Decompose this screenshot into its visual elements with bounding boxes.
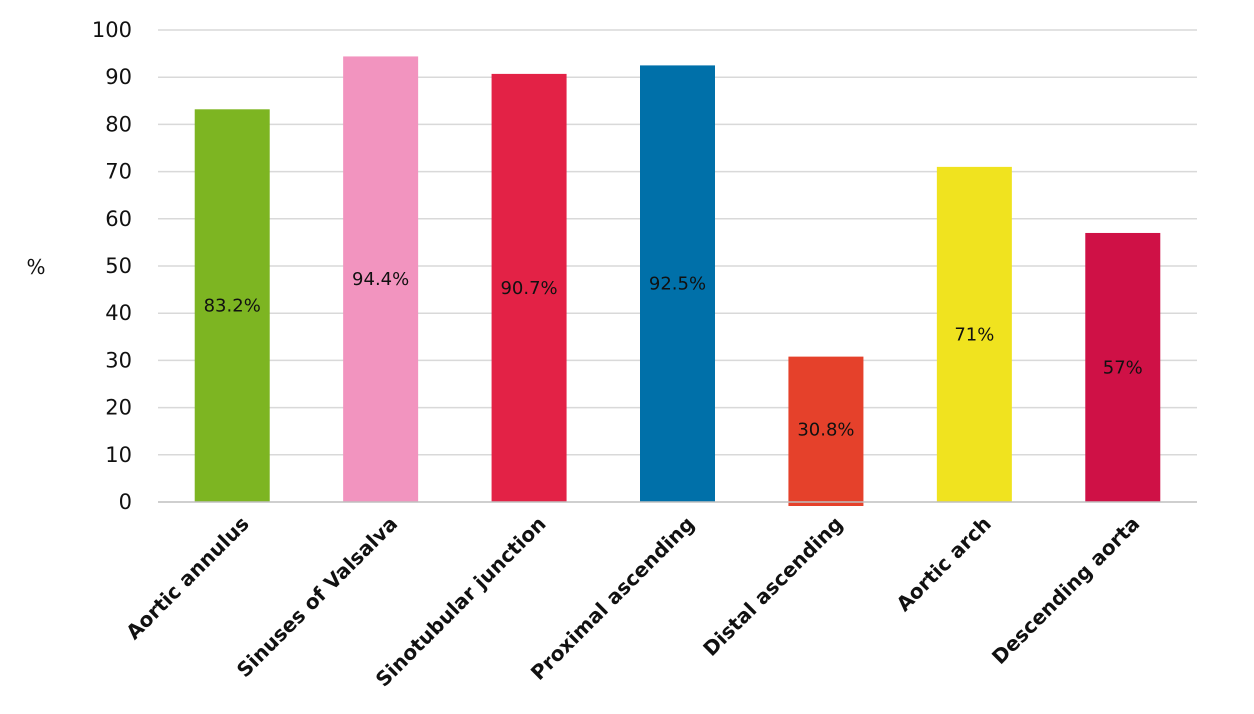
category-label: Distal ascending: [698, 512, 847, 661]
bars: [194, 56, 1161, 506]
data-label: 94.4%: [352, 269, 409, 290]
y-tick-label: 20: [105, 396, 132, 420]
y-tick-label: 0: [119, 490, 132, 514]
y-tick-label: 10: [105, 443, 132, 467]
bar: [343, 56, 419, 502]
data-label: 92.5%: [649, 274, 706, 295]
data-label: 57%: [1103, 357, 1143, 378]
y-tick-label: 40: [105, 301, 132, 325]
bar: [936, 166, 1012, 502]
y-axis-label: %: [26, 255, 45, 279]
data-label: 71%: [954, 324, 994, 345]
category-label: Aortic annulus: [121, 512, 254, 645]
category-label: Descending aorta: [987, 512, 1144, 669]
y-tick-label: 50: [105, 254, 132, 278]
data-label: 30.8%: [797, 419, 854, 440]
y-tick-label: 70: [105, 160, 132, 184]
bar: [491, 73, 567, 502]
data-labels: 83.2% 94.4% 90.7% 92.5% 30.8% 71% 57%: [204, 269, 1143, 440]
y-tick-label: 90: [105, 65, 132, 89]
y-tick-label: 30: [105, 348, 132, 372]
data-label: 90.7%: [500, 278, 557, 299]
bar: [194, 109, 270, 503]
category-label: Aortic arch: [891, 512, 995, 616]
bar: [640, 65, 715, 503]
y-tick-label: 100: [92, 18, 132, 42]
bar: [788, 356, 864, 506]
category-label: Sinotubular junction: [371, 512, 551, 692]
y-axis-ticks: 0 10 20 30 40 50 60 70 80 90 100: [92, 18, 132, 514]
y-tick-label: 60: [105, 207, 132, 231]
category-label: Proximal ascending: [526, 512, 699, 685]
data-label: 83.2%: [204, 296, 261, 317]
bar: [1085, 232, 1161, 502]
category-label: Sinuses of Valsalva: [232, 512, 402, 682]
y-tick-label: 80: [105, 112, 132, 136]
